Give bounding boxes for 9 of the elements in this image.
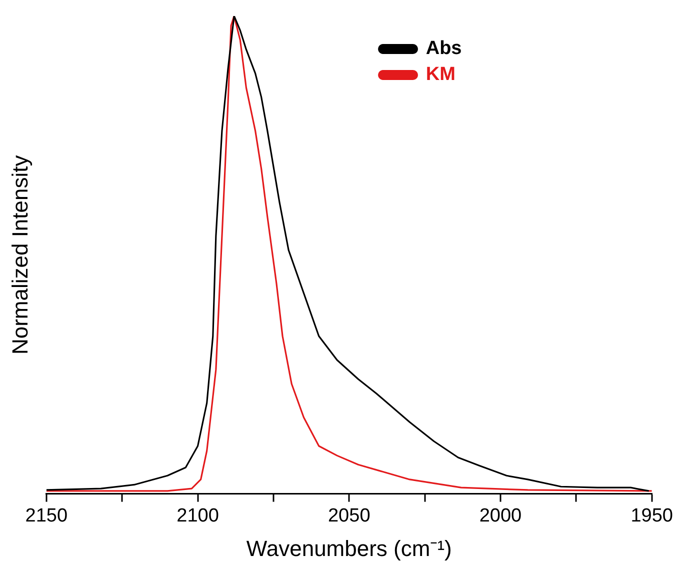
y-axis-title: Normalized Intensity bbox=[7, 155, 32, 355]
x-tick-label: 2100 bbox=[176, 505, 219, 526]
x-tick-label: 2000 bbox=[479, 505, 522, 526]
legend-label: Abs bbox=[426, 37, 462, 61]
x-tick-label: 1950 bbox=[630, 505, 674, 526]
x-axis-title: Wavenumbers (cm⁻¹) bbox=[246, 536, 452, 561]
x-tick-label: 2050 bbox=[328, 505, 370, 526]
x-tick-label: 2150 bbox=[25, 505, 68, 526]
legend-label: KM bbox=[426, 63, 456, 87]
